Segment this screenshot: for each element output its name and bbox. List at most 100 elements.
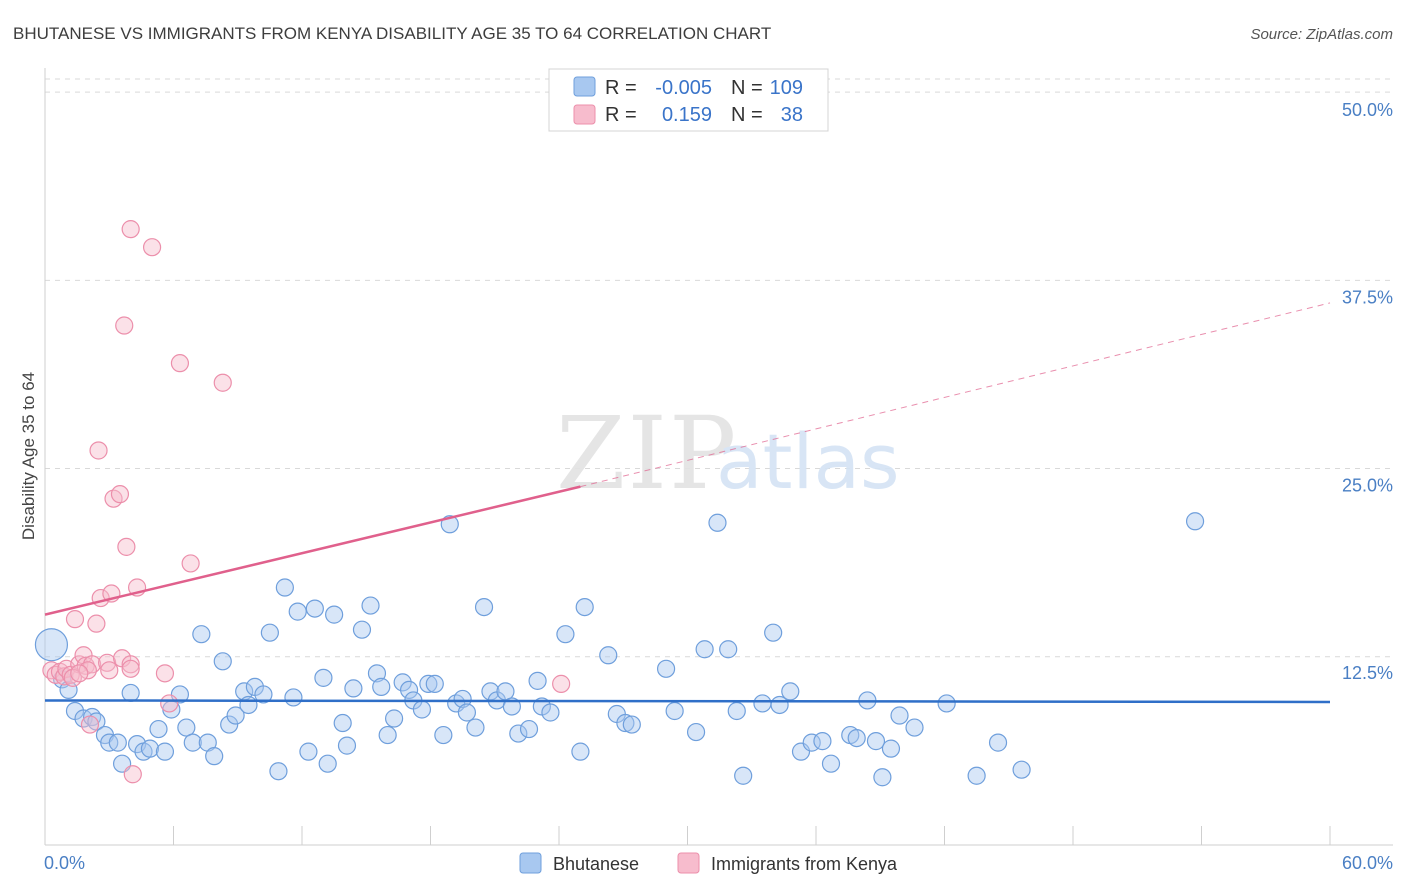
point-bhutanese [205, 747, 224, 766]
trend-line-kenya-extension [580, 302, 1331, 488]
point-bhutanese [254, 685, 273, 704]
point-bhutanese [419, 674, 438, 693]
series-bhutanese-points [34, 512, 1205, 787]
series-kenya-points [42, 220, 571, 784]
point-bhutanese [372, 677, 391, 696]
trend-lines [44, 302, 1331, 704]
point-bhutanese [226, 706, 245, 725]
point-bhutanese [384, 709, 404, 728]
point-kenya [115, 316, 134, 335]
point-bhutanese [305, 599, 324, 618]
point-bhutanese [988, 733, 1008, 752]
point-bhutanese [361, 596, 380, 615]
y-tick-label-2: 37.5% [1342, 287, 1393, 307]
point-bhutanese [541, 703, 560, 722]
point-bhutanese [425, 674, 444, 693]
trend-line-bhutanese [44, 699, 1331, 704]
point-bhutanese [34, 628, 69, 662]
point-bhutanese [695, 640, 714, 659]
point-bhutanese [665, 701, 684, 721]
point-kenya [110, 485, 130, 504]
point-bhutanese [284, 688, 303, 707]
point-kenya [65, 610, 85, 629]
point-bhutanese [905, 718, 924, 737]
point-kenya [121, 659, 140, 678]
point-bhutanese [873, 768, 892, 787]
point-bhutanese [734, 766, 753, 785]
point-kenya [121, 220, 140, 239]
legend-n-label-1: N = [731, 77, 763, 99]
point-bhutanese [967, 766, 986, 785]
point-bhutanese [556, 625, 575, 644]
point-bhutanese [333, 713, 352, 733]
point-bhutanese [496, 682, 515, 701]
point-bhutanese [239, 695, 258, 715]
point-kenya [89, 441, 108, 460]
legend-r-value-2: 0.159 [662, 104, 712, 126]
point-bhutanese [847, 728, 866, 748]
watermark-atlas: atlas [716, 417, 900, 506]
bottom-legend-swatch-kenya [677, 852, 700, 874]
point-bhutanese [260, 623, 279, 642]
point-kenya [117, 537, 136, 556]
legend-r-label-1: R = [605, 77, 637, 99]
point-bhutanese [155, 742, 175, 761]
point-kenya [80, 715, 100, 734]
point-bhutanese [399, 680, 419, 700]
point-bhutanese [288, 602, 307, 621]
watermark: ZIP atlas [556, 395, 900, 512]
legend-r-value-1: -0.005 [655, 77, 712, 99]
point-bhutanese [686, 722, 706, 742]
y-tick-label-1: 25.0% [1342, 476, 1393, 496]
point-kenya [213, 373, 232, 392]
point-kenya [155, 664, 175, 683]
watermark-zip: ZIP [556, 395, 738, 512]
point-bhutanese [220, 715, 239, 734]
point-bhutanese [821, 754, 841, 773]
point-bhutanese [108, 733, 127, 752]
point-bhutanese [299, 742, 318, 761]
bottom-legend-bhutanese: Bhutanese [553, 854, 639, 874]
point-bhutanese [352, 620, 372, 639]
point-bhutanese [708, 513, 727, 532]
point-bhutanese [781, 682, 800, 701]
point-bhutanese [656, 659, 676, 678]
point-bhutanese [412, 700, 432, 719]
chart-source: Source: ZipAtlas.com [1250, 26, 1393, 43]
legend-box: R = -0.005 N = 109 R = 0.159 N = 38 [548, 68, 829, 132]
point-kenya [160, 694, 179, 713]
y-tick-label-3: 50.0% [1342, 100, 1393, 120]
point-bhutanese [434, 725, 453, 745]
point-bhutanese [890, 706, 909, 725]
point-bhutanese [318, 754, 337, 773]
legend-swatch-bhutanese [573, 76, 596, 97]
point-kenya [70, 664, 89, 683]
bottom-legend: Bhutanese Immigrants from Kenya [519, 852, 898, 874]
point-kenya [87, 614, 106, 633]
point-bhutanese [393, 673, 412, 692]
point-bhutanese [719, 640, 738, 659]
point-bhutanese [881, 739, 901, 758]
point-bhutanese [753, 694, 772, 713]
point-bhutanese [937, 694, 956, 713]
point-bhutanese [183, 733, 202, 752]
point-bhutanese [519, 719, 539, 739]
x-tick-max: 60.0% [1342, 853, 1393, 873]
point-bhutanese [337, 736, 357, 755]
bottom-legend-swatch-bhutanese [519, 852, 542, 874]
y-tick-labels: 12.5% 25.0% 37.5% 50.0% [1342, 100, 1393, 683]
legend-n-value-2: 38 [781, 104, 803, 126]
point-bhutanese [813, 732, 832, 751]
point-bhutanese [121, 683, 140, 703]
bottom-legend-kenya: Immigrants from Kenya [711, 854, 898, 874]
y-axis-label: Disability Age 35 to 64 [19, 372, 38, 540]
point-bhutanese [571, 742, 590, 761]
point-bhutanese [378, 725, 397, 745]
point-bhutanese [213, 652, 232, 671]
point-bhutanese [325, 605, 344, 624]
point-kenya [170, 354, 190, 373]
point-bhutanese [269, 762, 288, 781]
point-bhutanese [314, 668, 333, 687]
point-kenya [181, 554, 200, 573]
